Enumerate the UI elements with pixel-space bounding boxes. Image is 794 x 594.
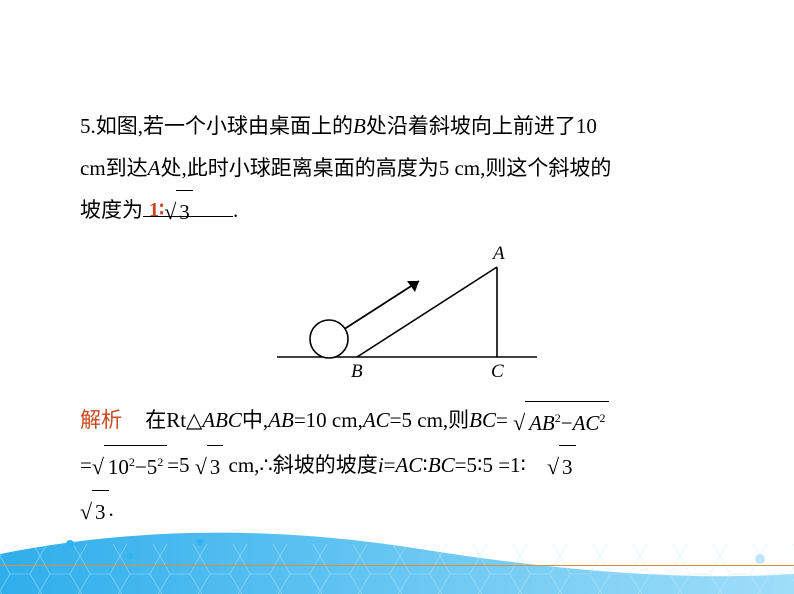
seg-bc: BC [469, 408, 496, 432]
sqrt-icon: √3 [164, 190, 193, 233]
sqrt-icon: √AB2−AC2 [513, 401, 609, 444]
tri-abc: ABC [202, 408, 242, 432]
text: 中, [242, 408, 268, 432]
point-b: B [353, 114, 366, 138]
answer-value: 1∶√3 [149, 188, 193, 233]
text: cm,∴斜坡的坡度 [223, 453, 378, 477]
answer-prefix: 1∶ [149, 199, 164, 221]
sqrt-icon: √102−52 [92, 445, 167, 488]
num: 5 [147, 455, 158, 479]
radicand: AB2−AC2 [525, 401, 609, 444]
text: . [233, 198, 238, 222]
seg-ac: AC [396, 453, 423, 477]
divider-line [0, 565, 794, 566]
problem-number: 5. [80, 114, 96, 138]
text: =5 [167, 453, 189, 477]
solution-label: 解析 [80, 408, 122, 432]
label-c: C [491, 361, 504, 382]
var: AB [529, 411, 555, 435]
radicand: 3 [559, 445, 576, 488]
var: AC [573, 411, 600, 435]
text: cm到达 [80, 156, 148, 180]
seg-ab: AB [268, 408, 294, 432]
solution-line-2: =√102−52=5 √3 cm,∴斜坡的坡度i=AC∶BC=5∶5 =1∶ √… [80, 444, 734, 489]
answer-blank: 1∶√3 [143, 196, 233, 217]
text: 坡度为 [80, 198, 143, 222]
text: 处沿着斜坡向上前进了10 [366, 114, 597, 138]
diagram-container: A B C [80, 237, 734, 387]
op: − [561, 411, 573, 435]
text: 处,此时小球距离桌面的高度为5 cm,则这个斜坡的 [160, 156, 611, 180]
problem-text: cm到达A处,此时小球距离桌面的高度为5 cm,则这个斜坡的 [80, 147, 734, 189]
op: − [135, 455, 147, 479]
label-a: A [491, 243, 505, 264]
text: = [80, 453, 92, 477]
seg-bc: BC [428, 453, 455, 477]
problem-text: 5.如图,若一个小球由桌面上的B处沿着斜坡向上前进了10 [80, 105, 734, 147]
text: =5∶5 [455, 453, 493, 477]
sqrt-icon: √3 [195, 445, 224, 488]
label-b: B [351, 361, 363, 382]
text: 如图,若一个小球由桌面上的 [96, 114, 353, 138]
text: =5 cm,则 [390, 408, 470, 432]
background-decoration [0, 504, 794, 594]
text: = [384, 453, 396, 477]
seg-ac: AC [363, 408, 390, 432]
num: 10 [108, 455, 129, 479]
sqrt-icon: √3 [547, 445, 576, 488]
solution-line-1: 解析 在Rt△ABC中,AB=10 cm,AC=5 cm,则BC= √AB2−A… [80, 399, 734, 444]
text: = [496, 408, 508, 432]
geometry-diagram: A B C [267, 237, 547, 387]
page-content: 5.如图,若一个小球由桌面上的B处沿着斜坡向上前进了10 cm到达A处,此时小球… [80, 105, 734, 533]
radicand: 3 [176, 190, 193, 233]
point-a: A [148, 156, 161, 180]
text: =10 cm, [294, 408, 363, 432]
radicand: 3 [207, 445, 224, 488]
radicand: 102−52 [104, 445, 167, 488]
text: 在Rt△ [145, 408, 202, 432]
text: =1∶ [498, 453, 526, 477]
problem-text: 坡度为 1∶√3 . [80, 189, 734, 231]
